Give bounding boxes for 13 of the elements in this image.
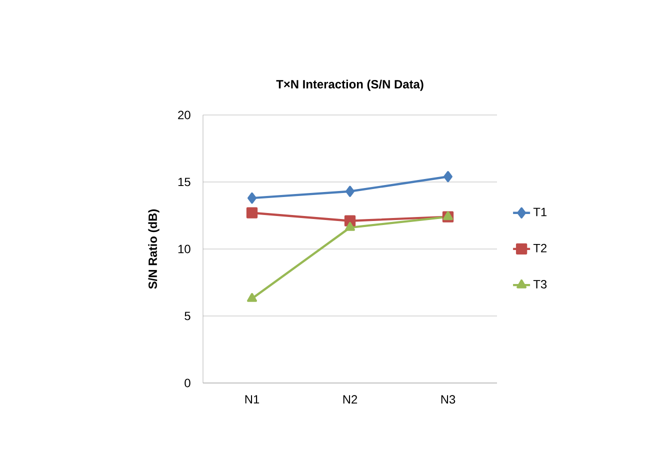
legend-label: T3 — [533, 280, 547, 288]
chart-title: T×N Interaction (S/N Data) — [276, 80, 424, 91]
x-tick-label: N3 — [441, 395, 456, 404]
y-tick-label: 15 — [178, 178, 190, 186]
y-axis-title: S/N Ratio (dB) — [148, 209, 160, 289]
legend-label: T1 — [533, 208, 547, 216]
y-tick-label: 0 — [184, 378, 190, 388]
x-tick-label: N2 — [343, 395, 358, 404]
y-tick-label: 10 — [178, 244, 190, 254]
y-tick-label: 20 — [178, 110, 190, 120]
y-tick-label: 5 — [184, 312, 190, 320]
legend-label: T2 — [533, 244, 546, 252]
x-tick-label: N1 — [245, 395, 260, 404]
